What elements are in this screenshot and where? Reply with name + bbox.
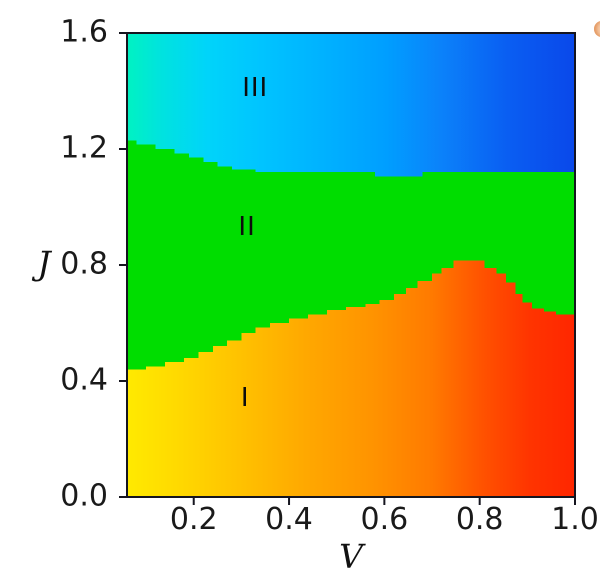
x-tick-label: 0.2 bbox=[169, 502, 218, 537]
x-tick-label: 0.8 bbox=[455, 502, 504, 537]
region-label-iii: III bbox=[242, 73, 269, 104]
x-tick-label: 1.0 bbox=[551, 502, 599, 537]
y-tick-label: 1.2 bbox=[60, 130, 108, 166]
clipped-orange-marker-icon bbox=[594, 21, 600, 37]
x-axis-label: V bbox=[339, 536, 363, 576]
y-tick-label: 0.0 bbox=[60, 478, 108, 514]
region-label-ii: II bbox=[238, 212, 256, 243]
region-I-fill bbox=[127, 260, 575, 497]
region-label-i: I bbox=[240, 383, 250, 414]
y-axis-label: J bbox=[37, 243, 51, 283]
x-tick-label: 0.6 bbox=[360, 502, 409, 537]
x-tick-label: 0.4 bbox=[265, 502, 313, 537]
y-tick-label: 1.6 bbox=[60, 14, 108, 50]
region-III-fill bbox=[127, 33, 575, 177]
y-tick-label: 0.4 bbox=[60, 362, 108, 398]
y-tick-label: 0.8 bbox=[60, 246, 108, 282]
